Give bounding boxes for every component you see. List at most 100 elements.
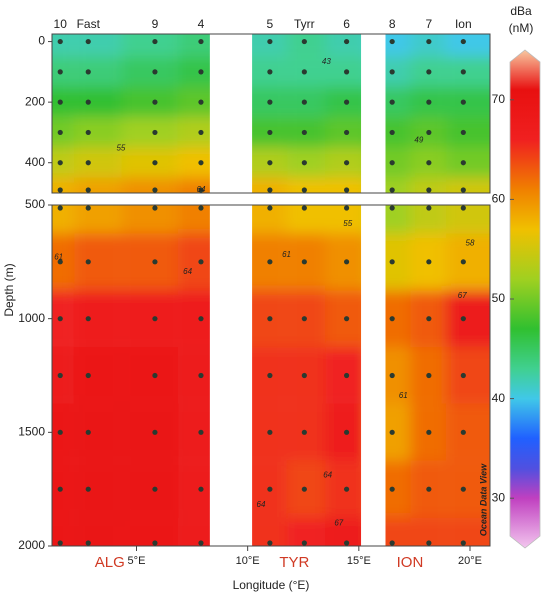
panel-frame <box>51 204 491 547</box>
sample-dot <box>301 38 307 45</box>
field-cell <box>52 347 75 404</box>
field-cell <box>52 403 75 461</box>
contour-label: 64 <box>323 471 332 480</box>
sample-dot <box>389 259 395 265</box>
contour-label: 64 <box>257 500 266 509</box>
sample-dot <box>426 205 432 211</box>
sample-dot <box>301 69 307 75</box>
field-cell <box>52 34 75 57</box>
y-tick-label: 500 <box>25 197 45 211</box>
sample-dot <box>426 316 432 322</box>
field-cell <box>446 460 490 518</box>
field-cell <box>410 34 447 57</box>
contour-label: 43 <box>322 57 331 66</box>
field-cell <box>121 290 178 348</box>
field-cell <box>446 517 490 546</box>
station-label: 7 <box>426 17 433 31</box>
sample-dot <box>267 69 273 75</box>
field-cell <box>121 403 178 461</box>
field-cell <box>121 56 178 87</box>
contour-label: 64 <box>183 267 192 276</box>
sample-dot <box>301 205 307 211</box>
sample-dot <box>343 99 350 105</box>
field-cell <box>446 177 490 193</box>
sample-dot <box>267 429 273 435</box>
sample-dot <box>426 187 432 193</box>
sample-dot <box>198 486 204 492</box>
field-cell <box>287 205 326 234</box>
colorbar <box>509 49 541 549</box>
x-tick-label: 20°E <box>458 555 482 567</box>
panel-frame <box>51 33 491 194</box>
field-cell <box>287 517 326 546</box>
field-cell <box>287 34 326 57</box>
sample-dot <box>426 160 432 166</box>
contour-label: 49 <box>414 136 423 145</box>
x-tick-label: 5°E <box>128 555 146 567</box>
field-cell <box>52 117 75 148</box>
sample-dot <box>267 38 273 45</box>
sample-dot <box>198 259 204 265</box>
sample-dot <box>389 205 395 211</box>
sample-dot <box>343 429 350 435</box>
sample-dot <box>460 372 466 379</box>
sample-dot <box>152 38 158 45</box>
station-label: 6 <box>343 17 350 31</box>
field-cell <box>446 117 490 148</box>
sample-dot <box>426 429 432 435</box>
colorbar-tick-label: 60 <box>492 192 506 206</box>
field-cell <box>121 517 178 546</box>
sample-dot <box>198 38 204 45</box>
data-gap <box>209 34 253 193</box>
sample-dot <box>85 429 91 435</box>
sample-dot <box>460 99 466 105</box>
sample-dot <box>152 429 158 435</box>
station-label: 4 <box>198 17 205 31</box>
sample-dot <box>343 160 350 166</box>
x-tick-label: 15°E <box>347 555 371 567</box>
sample-dot <box>389 160 395 166</box>
field-cell <box>52 147 75 178</box>
field-cell <box>52 56 75 87</box>
field-cell <box>74 347 122 404</box>
sample-dot <box>267 129 273 136</box>
field-cell <box>446 403 490 461</box>
field-cell <box>74 87 122 118</box>
sample-dot <box>343 259 350 265</box>
sample-dot <box>343 69 350 75</box>
y-tick-label: 1500 <box>18 425 45 439</box>
sample-dot <box>267 187 273 193</box>
field-cell <box>74 460 122 518</box>
sample-dot <box>198 129 204 136</box>
field-cell <box>52 177 75 193</box>
sample-dot <box>460 69 466 75</box>
sample-dot <box>152 486 158 492</box>
sample-dot <box>198 429 204 435</box>
field-cell <box>121 460 178 518</box>
sample-dot <box>85 160 91 166</box>
sample-dot <box>57 540 63 546</box>
sample-dot <box>85 187 91 193</box>
region-label: TYR <box>279 554 309 571</box>
field-cell <box>121 34 178 57</box>
sample-dot <box>301 259 307 265</box>
sample-dot <box>57 205 63 211</box>
sample-dot <box>343 372 350 379</box>
contour-label: 55 <box>343 219 352 228</box>
colorbar-tick-label: 50 <box>492 291 506 305</box>
sample-dot <box>389 540 395 546</box>
field-cell <box>74 290 122 348</box>
station-label: 9 <box>152 17 159 31</box>
sample-dot <box>85 99 91 105</box>
sample-dot <box>152 372 158 379</box>
colorbar-tick-label: 40 <box>492 391 506 405</box>
sample-dot <box>426 129 432 136</box>
field-cell <box>446 147 490 178</box>
sample-dot <box>343 38 350 45</box>
sample-dot <box>389 187 395 193</box>
field-cell <box>287 177 326 193</box>
x-tick-label: 10°E <box>236 555 260 567</box>
sample-dot <box>85 316 91 322</box>
contour-label: 64 <box>197 185 206 194</box>
contour-label: 55 <box>116 144 125 153</box>
